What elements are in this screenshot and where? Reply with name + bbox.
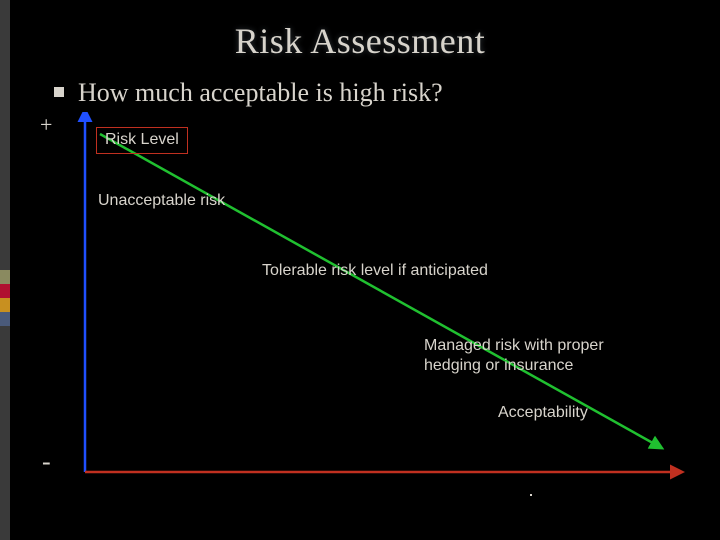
risk-chart: + - Risk Level Unacceptable risk Tolerab… bbox=[40, 112, 700, 512]
page-title: Risk Assessment bbox=[0, 20, 720, 62]
ribbon-seg bbox=[0, 326, 10, 540]
subtitle-text: How much acceptable is high risk? bbox=[78, 78, 443, 107]
label-tolerable-risk: Tolerable risk level if anticipated bbox=[262, 262, 488, 280]
bullet-icon bbox=[54, 87, 64, 97]
ribbon-seg bbox=[0, 298, 10, 312]
label-unacceptable-risk: Unacceptable risk bbox=[98, 192, 225, 210]
risk-level-box: Risk Level bbox=[96, 127, 188, 154]
label-acceptability: Acceptability bbox=[498, 404, 588, 422]
left-accent-ribbon bbox=[0, 0, 10, 540]
ribbon-seg bbox=[0, 284, 10, 298]
ribbon-seg bbox=[0, 270, 10, 284]
decorative-dot bbox=[530, 494, 532, 496]
subtitle-bullet: How much acceptable is high risk? bbox=[54, 78, 443, 108]
ribbon-seg bbox=[0, 312, 10, 326]
chart-svg bbox=[40, 112, 700, 512]
diagonal-line bbox=[100, 134, 660, 447]
label-managed-risk: Managed risk with proper hedging or insu… bbox=[424, 336, 654, 376]
